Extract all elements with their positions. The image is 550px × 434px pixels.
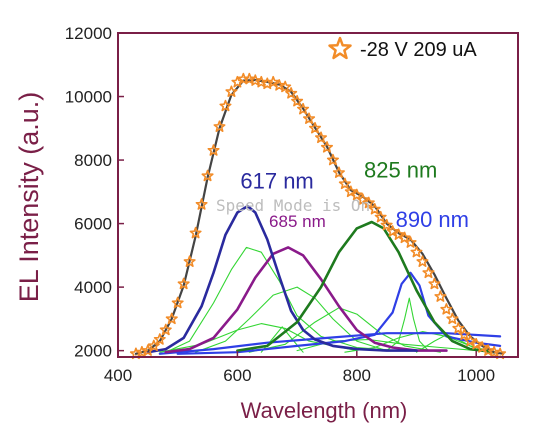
data-point-star	[368, 203, 381, 215]
data-point-star	[440, 303, 453, 315]
data-point-star	[428, 277, 441, 290]
data-point-star	[219, 99, 232, 112]
series-component	[165, 246, 400, 353]
data-point-star	[225, 85, 238, 97]
data-point-star	[213, 120, 226, 132]
data-point-star	[488, 345, 501, 358]
data-point-star	[201, 169, 214, 182]
data-point-star	[470, 338, 483, 350]
data-point-star	[362, 196, 375, 209]
tick-layer: 2000 4000 6000 8000 10000 12000 400 600 800 1000	[65, 24, 495, 385]
data-point-star	[243, 72, 256, 85]
plot-frame	[117, 32, 519, 358]
data-point-star	[309, 122, 321, 134]
data-point-star	[285, 87, 298, 99]
data-point-star	[380, 218, 393, 231]
data-point-star	[482, 344, 495, 356]
peak-annotation: 825 nm	[364, 158, 437, 183]
series-peak-617	[146, 204, 418, 354]
data-point-star	[320, 141, 333, 153]
data-point-star	[297, 102, 310, 115]
data-point-star	[255, 75, 268, 88]
data-point-star	[183, 255, 196, 267]
data-point-star	[434, 290, 447, 302]
data-point-star	[416, 255, 429, 267]
peak-annotation: 685 nm	[269, 212, 326, 231]
data-point-star	[195, 198, 208, 210]
legend-star-icon	[328, 36, 352, 60]
data-point-star	[458, 328, 471, 340]
series-peak-685	[164, 246, 448, 354]
y-tick-label: 2000	[74, 342, 112, 361]
y-tick-label: 10000	[65, 88, 112, 107]
x-tick-label: 800	[343, 366, 371, 385]
data-point-star	[171, 296, 184, 309]
data-point-star	[165, 312, 178, 325]
data-point-star	[452, 322, 465, 334]
data-point-star	[386, 225, 399, 237]
legend-label: -28 V 209 uA	[360, 39, 477, 61]
y-axis-title: EL Intensity (a.u.)	[14, 92, 44, 303]
watermark: Speed Mode is On	[216, 196, 370, 215]
series-peak-825	[236, 220, 496, 354]
data-point-star	[279, 80, 292, 93]
data-point-star	[464, 334, 477, 347]
x-tick-label: 400	[104, 366, 132, 385]
data-point-star	[159, 323, 172, 336]
x-axis-title: Wavelength (nm)	[241, 398, 408, 423]
x-tick-label: 600	[223, 366, 251, 385]
data-point-star	[291, 95, 304, 107]
data-point-star	[267, 75, 280, 88]
data-point-star	[338, 177, 351, 190]
data-point-star	[207, 144, 220, 156]
data-point-star	[273, 79, 286, 91]
data-point-star	[404, 236, 417, 248]
data-point-star	[410, 245, 423, 258]
data-point-star	[249, 74, 262, 86]
data-point-star	[398, 231, 411, 244]
data-point-star	[374, 210, 387, 223]
data-point-star	[177, 277, 190, 290]
x-tick-label: 1000	[457, 366, 495, 385]
peak-annotation: 890 nm	[396, 207, 469, 232]
y-tick-label: 8000	[74, 151, 112, 170]
series-component	[195, 286, 388, 353]
data-point-star	[332, 166, 345, 178]
data-point-star	[446, 312, 459, 325]
data-point-star	[303, 112, 316, 124]
y-tick-label: 4000	[74, 278, 112, 297]
data-point-star	[344, 185, 357, 198]
data-point-star	[315, 131, 327, 144]
peak-annotation: 617 nm	[240, 169, 313, 194]
data-point-star	[392, 228, 405, 240]
legend: -28 V 209 uA	[328, 36, 477, 61]
series-component	[386, 297, 429, 352]
data-point-star	[350, 188, 363, 201]
marker-layer	[129, 72, 507, 360]
data-point-star	[153, 333, 166, 345]
data-point-star	[189, 226, 202, 239]
y-tick-label: 6000	[74, 215, 112, 234]
annotation-layer: 617 nm 685 nm 825 nm 890 nm	[240, 158, 469, 232]
y-tick-label: 12000	[65, 24, 112, 43]
data-point-star	[356, 193, 369, 205]
data-point-star	[476, 341, 489, 353]
data-point-star	[326, 153, 339, 166]
data-point-star	[422, 266, 435, 279]
